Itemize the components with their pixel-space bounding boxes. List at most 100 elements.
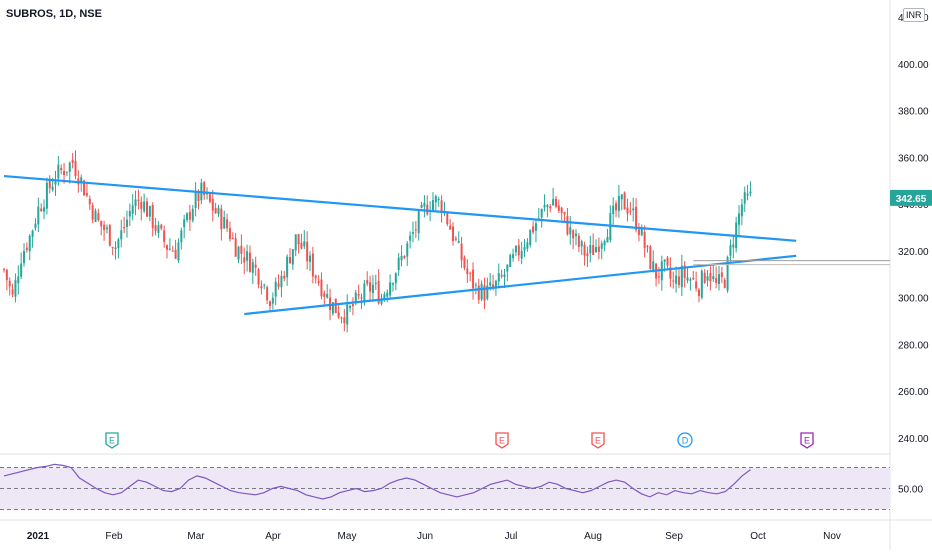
candle-body [583, 244, 586, 256]
time-axis[interactable]: 2021 Feb Mar Apr May Jun Jul Aug Sep Oct Nov [27, 531, 841, 542]
time-tick-label: Sep [665, 531, 683, 542]
candle-body [420, 204, 423, 208]
candle-body [646, 245, 649, 248]
candle-body [652, 261, 655, 271]
candle-body [303, 241, 306, 247]
candle-body [217, 207, 220, 215]
event-marker-earnings[interactable]: E [495, 432, 509, 449]
candle-body [703, 272, 706, 284]
price-tick-label: 320.00 [898, 247, 929, 258]
candle-body [266, 287, 269, 301]
candle [417, 210, 420, 241]
candle-body [326, 294, 329, 298]
candle [397, 253, 400, 276]
candle-body [246, 251, 249, 261]
candle [105, 224, 108, 234]
candle [692, 270, 695, 281]
time-tick-label: Mar [187, 531, 205, 542]
candle [669, 257, 672, 288]
candle [166, 244, 169, 259]
event-marker-earnings[interactable]: E [105, 432, 119, 449]
candle-body [3, 269, 5, 271]
candle [337, 305, 340, 319]
candle-body [580, 241, 583, 247]
time-tick-label: 2021 [27, 531, 50, 542]
candle [675, 266, 678, 293]
candle-body [5, 269, 8, 281]
candle [317, 275, 320, 286]
candle [168, 238, 171, 251]
candle-body [554, 198, 557, 207]
candle [163, 225, 166, 248]
candle [617, 184, 620, 218]
candle-body [577, 235, 580, 248]
candle-body [286, 256, 289, 278]
symbol-title[interactable]: SUBROS, 1D, NSE [6, 8, 102, 20]
candle [497, 263, 500, 287]
candle [271, 292, 274, 310]
candle-body [606, 237, 609, 243]
candle [683, 261, 686, 288]
candle [94, 208, 97, 223]
candle-body [414, 229, 417, 231]
candle-body [738, 213, 741, 225]
candle [600, 240, 603, 260]
candle-body [208, 194, 211, 202]
candle [474, 282, 477, 295]
candle-body [48, 180, 51, 189]
candle-body [283, 275, 286, 279]
event-marker-dividend[interactable]: D [677, 432, 693, 448]
candle-body [546, 205, 549, 207]
candle [723, 277, 726, 289]
candle-body [466, 268, 469, 275]
candle-body [695, 281, 698, 289]
candle [700, 269, 703, 300]
candle [71, 153, 74, 169]
candle-body [612, 205, 615, 215]
price-axis[interactable]: 420.00400.00380.00360.00340.00320.00300.… [890, 13, 932, 496]
candle [289, 248, 291, 264]
candle [389, 274, 392, 298]
candle-body [509, 254, 512, 267]
candle-body [383, 294, 386, 301]
candle [426, 195, 429, 216]
candle [68, 161, 71, 184]
candle [643, 225, 646, 258]
candle [686, 266, 689, 284]
rsi-line [3, 463, 751, 500]
candle-body [709, 273, 712, 282]
candle-body [380, 298, 383, 304]
candle-body [480, 283, 483, 300]
candle-body [729, 245, 732, 256]
price-tick-label: 260.00 [898, 387, 929, 398]
candle [400, 245, 403, 267]
candle [483, 277, 486, 309]
candle [220, 204, 223, 241]
candle [231, 232, 234, 240]
candle [629, 201, 632, 215]
event-marker-earnings[interactable]: E [800, 432, 814, 449]
candle [386, 289, 389, 303]
candle [143, 193, 146, 214]
candle-body [166, 245, 169, 250]
event-marker-earnings[interactable]: E [591, 432, 605, 449]
candle-body [666, 257, 669, 266]
candle [695, 271, 698, 292]
candle [554, 195, 557, 209]
candle-body [472, 269, 475, 289]
candle-body [108, 224, 111, 246]
candle [603, 239, 606, 252]
candle-body [148, 206, 151, 217]
trendline-drawings[interactable] [3, 174, 890, 316]
candle [463, 255, 466, 271]
candle-body [300, 242, 303, 249]
candlestick-series [3, 150, 752, 333]
candle [214, 202, 217, 214]
time-tick-label: Apr [265, 531, 281, 542]
candle-body [257, 269, 260, 285]
candle [369, 275, 372, 302]
candle-body [297, 234, 300, 245]
